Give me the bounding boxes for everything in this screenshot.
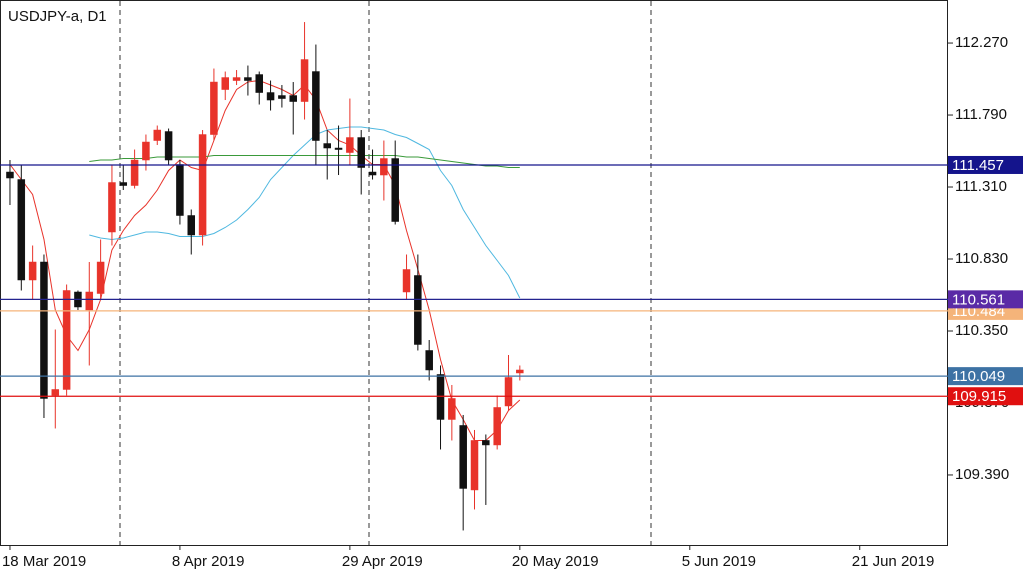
price-level-label: 109.915: [952, 388, 1006, 405]
candle-body: [278, 95, 286, 99]
x-tick-label: 18 Mar 2019: [2, 553, 86, 570]
chart-title: USDJPY-a, D1: [8, 8, 107, 25]
candle-body: [108, 182, 116, 233]
candle-body: [425, 350, 433, 371]
x-tick-label: 20 May 2019: [512, 553, 599, 570]
candle-body: [414, 275, 422, 345]
y-tick-label: 111.790: [955, 106, 1007, 123]
price-level-label-bg: [948, 155, 1023, 174]
indicator-line: [9, 79, 521, 441]
y-tick-label: 112.270: [955, 34, 1008, 51]
candle-body: [504, 377, 513, 407]
indicator-line: [89, 126, 521, 299]
x-tick-label: 5 Jun 2019: [682, 553, 756, 570]
candle-body: [323, 143, 331, 149]
candle-body: [436, 374, 445, 420]
candle-body: [391, 158, 399, 222]
candle-body: [346, 137, 354, 153]
price-level-label-bg: [948, 290, 1023, 309]
candle-body: [448, 398, 456, 420]
candle-body: [187, 215, 196, 236]
candle-body: [459, 425, 467, 489]
candle-body: [164, 131, 173, 161]
y-tick-label: 111.310: [955, 178, 1007, 195]
price-level-label: 110.561: [952, 291, 1005, 308]
candle-body: [210, 81, 218, 135]
candle-body: [6, 171, 14, 179]
candle-body: [176, 164, 184, 216]
price-level-label-bg: [948, 387, 1023, 406]
candle-body: [28, 261, 37, 281]
y-tick-label: 109.390: [955, 466, 1009, 483]
candle-body: [232, 77, 241, 81]
candle-body: [62, 290, 71, 390]
candle-body: [130, 159, 139, 186]
candle-body: [289, 95, 297, 102]
candle-body: [312, 71, 320, 141]
candle-body: [153, 129, 162, 141]
candle-body: [96, 261, 105, 294]
indicator-line: [89, 155, 520, 168]
candle-body: [334, 147, 343, 150]
plot-frame: [0, 0, 948, 546]
candle-body: [368, 171, 377, 176]
x-tick-label: 29 Apr 2019: [342, 553, 423, 570]
candle-body: [221, 77, 229, 90]
candle-body: [198, 134, 207, 236]
candle-body: [516, 369, 524, 374]
candle-body: [142, 141, 150, 161]
candle-body: [255, 74, 263, 93]
candle-body: [300, 59, 309, 102]
price-level-label-bg: [948, 367, 1023, 386]
candle-body: [380, 158, 388, 176]
candle-body: [357, 137, 365, 168]
price-level-label: 110.049: [952, 368, 1005, 385]
price-level-label: 111.457: [952, 157, 1004, 174]
candle-body: [17, 179, 26, 281]
candle-body: [51, 389, 60, 396]
candle-body: [40, 261, 48, 399]
y-tick-label: 110.830: [955, 250, 1008, 267]
y-tick-label: 110.350: [955, 322, 1008, 339]
candle-body: [402, 269, 411, 293]
x-tick-label: 8 Apr 2019: [172, 553, 245, 570]
x-tick-label: 21 Jun 2019: [852, 553, 935, 570]
candle-body: [493, 407, 501, 446]
candle-body: [119, 182, 128, 186]
candle-body: [85, 291, 94, 311]
candle-body: [266, 92, 275, 101]
candle-body: [482, 440, 490, 446]
candle-body: [244, 77, 252, 81]
period-separators: [119, 1, 652, 545]
candle-body: [470, 440, 479, 491]
